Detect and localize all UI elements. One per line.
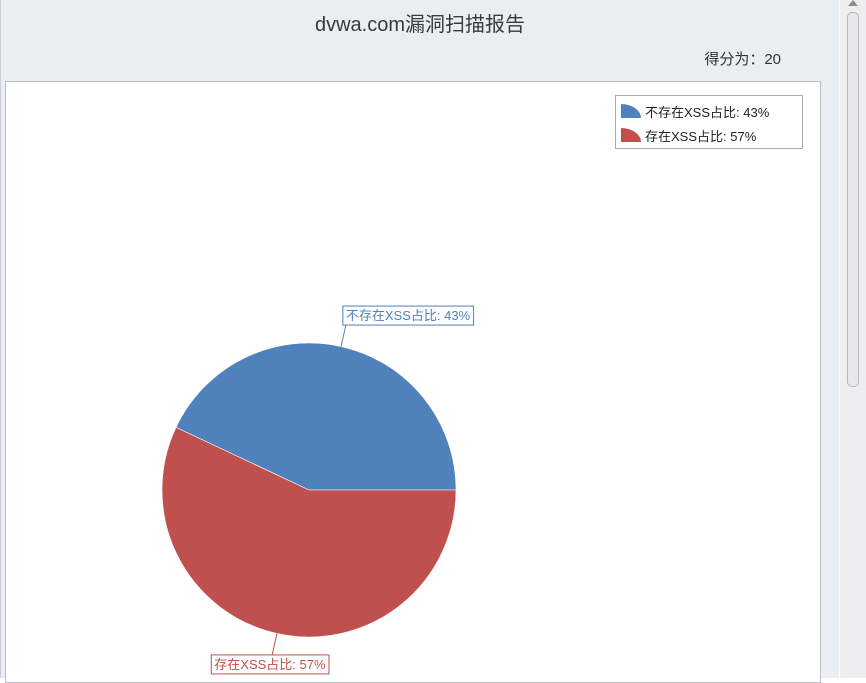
report-window: dvwa.com漏洞扫描报告 得分为：20 不存在XSS占比: 43% 存在XSS… bbox=[0, 0, 839, 683]
pie-slice-xss bbox=[161, 427, 457, 638]
legend-item-no-xss: 不存在XSS占比: 43% bbox=[620, 101, 769, 121]
legend-swatch-xss bbox=[621, 128, 641, 142]
pie-label-box bbox=[210, 654, 330, 675]
legend-label-no-xss: 不存在XSS占比: 43% bbox=[645, 104, 770, 120]
legend-label-xss: 存在XSS占比: 57% bbox=[645, 128, 757, 144]
legend-item-xss: 存在XSS占比: 57% bbox=[620, 125, 756, 145]
score-label: 得分为：20 bbox=[704, 51, 781, 68]
legend-swatch-no-xss bbox=[621, 104, 641, 118]
pie-label-box bbox=[342, 305, 475, 326]
arrow-up-icon[interactable] bbox=[848, 0, 858, 6]
chart-legend: 不存在XSS占比: 43% 存在XSS占比: 57% bbox=[615, 95, 803, 149]
page-title: dvwa.com漏洞扫描报告 bbox=[314, 14, 526, 36]
chart-panel: 不存在XSS占比: 43% 存在XSS占比: 57% 不存在XSS占比: 43% … bbox=[5, 81, 821, 683]
pie-leader-line bbox=[271, 633, 278, 656]
pie-chart: 不存在XSS占比: 43% 存在XSS占比: 57% bbox=[161, 305, 475, 675]
pie-leader-line bbox=[340, 324, 347, 347]
pie-label-xss-text: 存在XSS占比: 57% bbox=[214, 657, 326, 672]
pie-label-no-xss-text: 不存在XSS占比: 43% bbox=[346, 308, 471, 323]
pie-label-xss: 存在XSS占比: 57% bbox=[210, 654, 330, 675]
scrollbar-thumb[interactable] bbox=[847, 12, 859, 387]
vertical-scrollbar[interactable] bbox=[840, 0, 866, 678]
legend-swatch-icon bbox=[620, 127, 642, 143]
pie-label-no-xss: 不存在XSS占比: 43% bbox=[342, 305, 475, 326]
legend-swatch-icon bbox=[620, 103, 642, 119]
